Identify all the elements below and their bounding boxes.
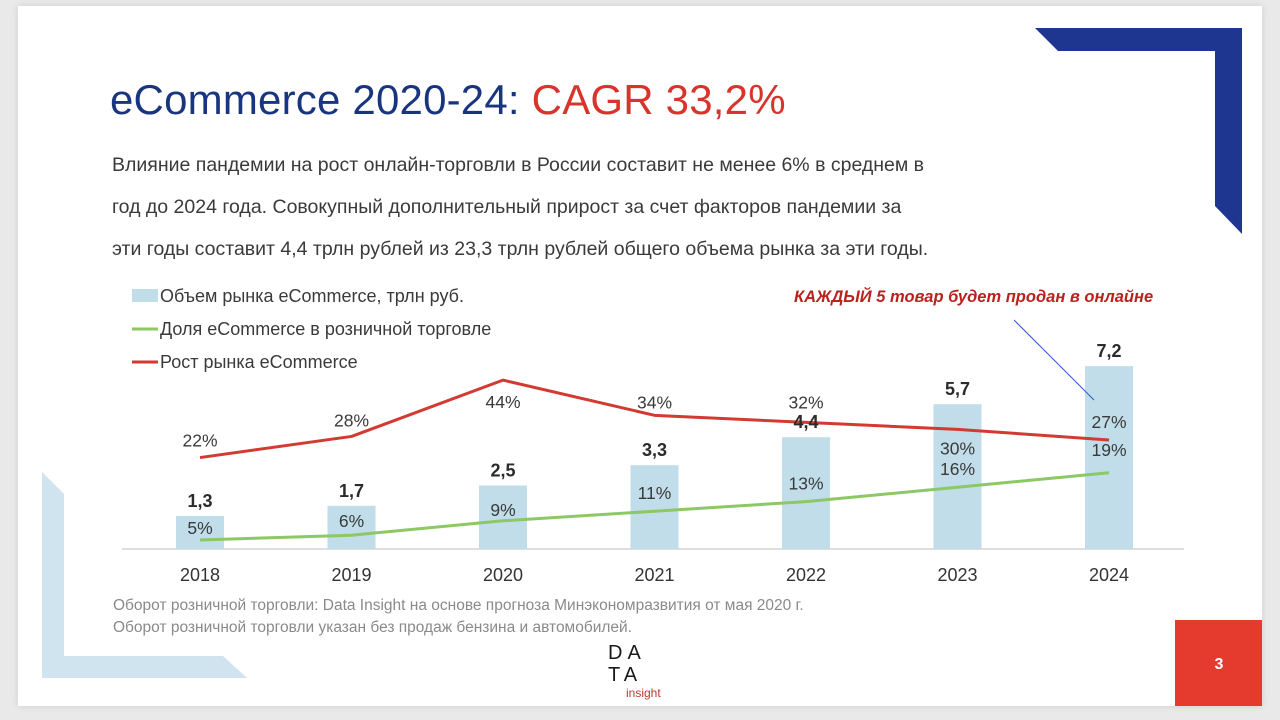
intro-line-3: эти годы составит 4,4 трлн рублей из 23,… — [112, 238, 929, 260]
growth-label-2024: 27% — [1091, 412, 1126, 432]
callout-text: КАЖДЫЙ 5 товар будет продан в онлайне — [794, 288, 1154, 306]
share-label-2024: 19% — [1091, 440, 1126, 460]
chart-legend: Объем рынка eCommerce, трлн руб. Доля eC… — [132, 286, 491, 372]
x-tick-2018: 2018 — [180, 565, 220, 585]
legend-label-market-growth: Рост рынка eCommerce — [160, 352, 358, 372]
x-tick-2020: 2020 — [483, 565, 523, 585]
bar-2021 — [630, 465, 679, 549]
growth-label-2018: 22% — [182, 431, 217, 451]
corner-decorations — [42, 28, 1242, 678]
share-label-2023: 16% — [940, 459, 975, 479]
growth-line — [199, 378, 1110, 460]
share-label-2019: 6% — [339, 511, 364, 531]
x-tick-2024: 2024 — [1089, 565, 1129, 585]
title-cagr: CAGR 33,2% — [531, 76, 786, 123]
growth-label-2021: 34% — [637, 392, 672, 412]
legend-label-market-volume: Объем рынка eCommerce, трлн руб. — [160, 286, 464, 306]
slide: eCommerce 2020-24: CAGR 33,2% Влияние па… — [18, 6, 1262, 706]
intro-line-2: год до 2024 года. Совокупный дополнитель… — [112, 196, 902, 218]
title-main: eCommerce 2020-24: — [110, 76, 532, 123]
logo-line-2: TA — [608, 664, 643, 686]
bar-2024 — [1085, 366, 1133, 549]
bar-value-label-2023: 5,7 — [945, 379, 970, 399]
share-label-2020: 9% — [490, 500, 515, 520]
x-tick-2021: 2021 — [634, 565, 674, 585]
legend-swatch-bar — [132, 289, 158, 302]
source-line-1: Оборот розничной торговли: Data Insight … — [113, 597, 804, 614]
page-title: eCommerce 2020-24: CAGR 33,2% — [110, 76, 786, 124]
growth-label-2022: 32% — [788, 392, 823, 412]
share-label-2018: 5% — [187, 518, 212, 538]
intro-line-1: Влияние пандемии на рост онлайн-торговли… — [112, 154, 925, 176]
x-tick-2022: 2022 — [786, 565, 826, 585]
bar-value-label-2020: 2,5 — [490, 461, 515, 481]
growth-label-2019: 28% — [334, 410, 369, 430]
intro-text: Влияние пандемии на рост онлайн-торговли… — [112, 144, 1122, 270]
source-line-2: Оборот розничной торговли указан без про… — [113, 619, 633, 636]
logo-line-3: insight — [626, 686, 661, 700]
bar-value-label-2024: 7,2 — [1096, 341, 1121, 361]
share-label-2021: 11% — [638, 483, 672, 503]
growth-label-2023: 30% — [940, 438, 975, 458]
bar-2019 — [327, 505, 376, 549]
navy-corner-frame — [1035, 28, 1242, 234]
callout-pointer-line — [1013, 319, 1095, 401]
x-tick-2023: 2023 — [937, 565, 977, 585]
bar-value-label-2021: 3,3 — [642, 440, 667, 460]
source-note: Оборот розничной торговли: Data Insight … — [113, 595, 804, 639]
bar-value-label-2022: 4,4 — [793, 412, 818, 432]
data-insight-logo: DA TA insight — [608, 642, 688, 702]
bar-value-label-2019: 1,7 — [339, 481, 364, 501]
share-label-2022: 13% — [788, 474, 823, 494]
ecommerce-chart: Объем рынка eCommerce, трлн руб. Доля eC… — [122, 286, 1184, 585]
legend-label-ecommerce-share: Доля eCommerce в розничной торговле — [160, 319, 491, 339]
light-blue-corner-frame — [42, 472, 247, 678]
bar-value-label-2018: 1,3 — [187, 491, 212, 511]
growth-label-2020: 44% — [485, 392, 520, 412]
share-line — [199, 471, 1110, 542]
logo-line-1: DA — [608, 642, 646, 664]
bar-2020 — [479, 485, 527, 549]
x-tick-2019: 2019 — [331, 565, 371, 585]
bar-2022 — [782, 437, 830, 549]
bar-2018 — [176, 515, 224, 549]
page-number-badge: 3 — [1175, 620, 1262, 706]
